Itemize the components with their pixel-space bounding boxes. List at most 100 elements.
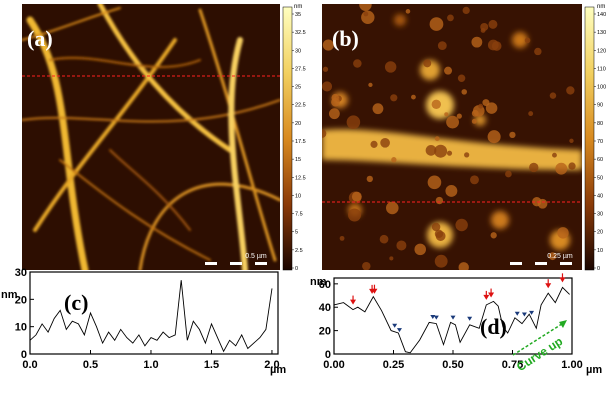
afm-particle bbox=[444, 112, 449, 117]
colorbar-a bbox=[282, 6, 293, 271]
afm-particle bbox=[568, 162, 576, 170]
colorbar-tick-label: 17.5 bbox=[295, 139, 306, 145]
afm-particle bbox=[447, 14, 454, 22]
afm-particle bbox=[370, 140, 378, 148]
afm-particle bbox=[435, 196, 444, 205]
afm-particle bbox=[534, 47, 542, 56]
afm-particle bbox=[431, 222, 441, 232]
panel-label-d: (d) bbox=[480, 314, 507, 339]
afm-particle bbox=[488, 19, 498, 29]
afm-particle bbox=[322, 66, 329, 72]
scale-bar-b bbox=[510, 262, 572, 265]
afm-particle bbox=[446, 115, 459, 129]
y-axis-label-d: nm bbox=[310, 276, 327, 288]
afm-particle bbox=[478, 103, 484, 109]
valley-marker bbox=[450, 315, 456, 320]
afm-particle bbox=[462, 6, 470, 15]
afm-particle bbox=[434, 229, 444, 239]
afm-particle bbox=[384, 61, 397, 73]
series-line-c bbox=[29, 280, 273, 353]
y-tick-label: 0 bbox=[325, 349, 331, 361]
afm-particle bbox=[389, 256, 394, 261]
afm-particle bbox=[482, 99, 490, 107]
afm-particle bbox=[471, 118, 477, 124]
afm-particle bbox=[470, 175, 479, 185]
valley-marker bbox=[392, 323, 398, 328]
afm-particle bbox=[429, 17, 444, 31]
afm-particle bbox=[445, 185, 458, 197]
afm-particle bbox=[434, 144, 448, 158]
afm-particle bbox=[379, 234, 389, 244]
colorbar-tick-label: 12.5 bbox=[295, 175, 306, 181]
afm-particle bbox=[411, 94, 416, 100]
colorbar-tick-label: 80 bbox=[597, 121, 603, 127]
afm-particle bbox=[385, 201, 399, 215]
y-tick-label: 0 bbox=[21, 349, 27, 361]
colorbar-tick-label: 0 bbox=[597, 266, 600, 272]
y-tick-label: 20 bbox=[319, 326, 331, 338]
afm-particle bbox=[363, 11, 369, 17]
afm-particle bbox=[524, 37, 531, 44]
afm-particle bbox=[322, 81, 333, 92]
scale-bar-label-b: 0.25 µm bbox=[547, 253, 573, 260]
afm-particle bbox=[390, 94, 398, 102]
afm-particle bbox=[444, 66, 453, 75]
afm-particle bbox=[548, 252, 557, 261]
peak-marker bbox=[483, 294, 490, 300]
peak-marker bbox=[488, 292, 495, 298]
valley-marker bbox=[430, 315, 436, 320]
colorbar-tick-label: 130 bbox=[597, 30, 606, 36]
afm-particle bbox=[434, 254, 448, 268]
afm-particle bbox=[464, 152, 470, 158]
afm-particle bbox=[353, 59, 362, 68]
x-tick-label: 0.5 bbox=[83, 359, 98, 371]
afm-particle bbox=[366, 175, 373, 183]
y-axis-label-c: nm bbox=[1, 289, 18, 301]
afm-particle bbox=[437, 41, 447, 51]
afm-particles-b bbox=[322, 4, 576, 270]
valley-marker bbox=[514, 311, 520, 316]
colorbar-tick-label: 22.5 bbox=[295, 103, 306, 109]
x-tick-label: 1.00 bbox=[561, 359, 582, 371]
peak-marker bbox=[371, 288, 378, 294]
afm-particle bbox=[552, 152, 557, 158]
x-tick-label: 0.50 bbox=[442, 359, 463, 371]
peak-marker bbox=[559, 277, 566, 283]
markers-d bbox=[350, 273, 566, 333]
colorbar-tick-label: 35 bbox=[295, 12, 301, 18]
afm-particle bbox=[423, 59, 432, 68]
x-axis-label-d: µm bbox=[586, 364, 602, 376]
colorbar-tick-label: 30 bbox=[597, 212, 603, 218]
y-tick-label: 20 bbox=[15, 294, 27, 306]
afm-particle bbox=[490, 232, 497, 239]
afm-image-b bbox=[322, 4, 582, 270]
colorbar-tick-label: 15 bbox=[295, 157, 301, 163]
afm-particle bbox=[322, 129, 327, 138]
afm-particle bbox=[569, 138, 574, 144]
colorbar-tick-label: 25 bbox=[295, 85, 301, 91]
colorbar-tick-label: 2.5 bbox=[295, 248, 303, 254]
x-tick-label: 2.0 bbox=[264, 359, 279, 371]
peak-marker bbox=[350, 299, 357, 305]
afm-particle bbox=[322, 39, 334, 51]
colorbar-tick-label: 10 bbox=[597, 248, 603, 254]
afm-particle bbox=[396, 240, 407, 251]
afm-particle bbox=[509, 131, 516, 139]
colorbar-unit-b: nm bbox=[597, 4, 605, 10]
afm-particle bbox=[485, 102, 498, 114]
afm-particle bbox=[348, 208, 362, 222]
afm-particle bbox=[328, 108, 340, 120]
plot-frame-c bbox=[29, 271, 279, 355]
afm-particle bbox=[480, 28, 486, 33]
scale-bar-a bbox=[205, 262, 267, 265]
afm-particle bbox=[455, 218, 468, 232]
colorbar-tick-label: 120 bbox=[597, 48, 606, 54]
curve-up-arrowhead bbox=[559, 320, 567, 328]
x-axis-label-c: µm bbox=[270, 364, 286, 376]
colorbar-b bbox=[584, 6, 595, 271]
colorbar-tick-label: 50 bbox=[597, 175, 603, 181]
valley-marker bbox=[433, 315, 439, 320]
afm-particle bbox=[505, 170, 512, 178]
